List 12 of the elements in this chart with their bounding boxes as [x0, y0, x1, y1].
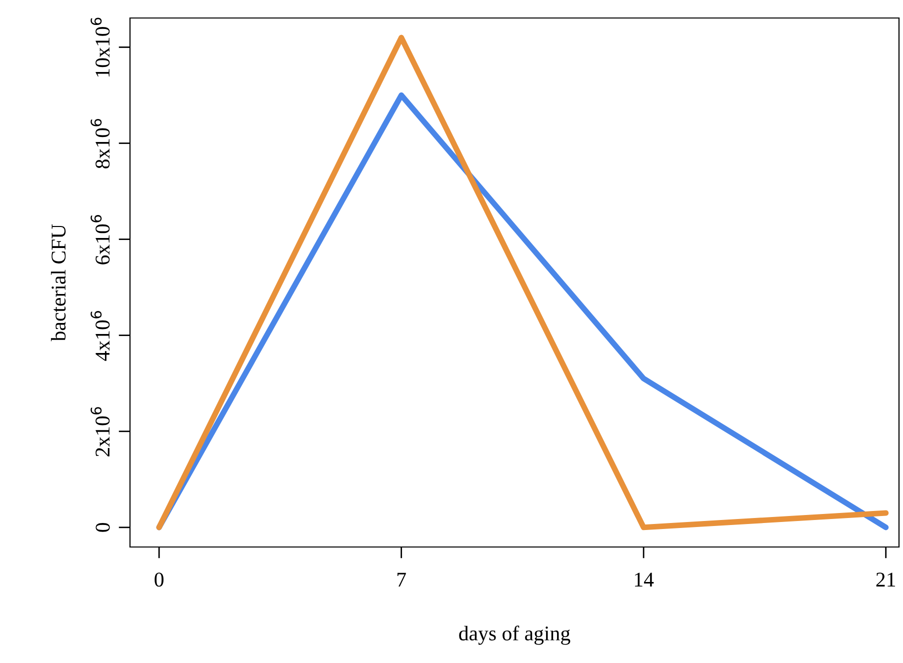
y-tick-label: 0: [96, 522, 110, 532]
y-tick-label: 4x10$^{6}$: [90, 311, 110, 361]
x-axis-title: days of aging: [459, 626, 570, 645]
y-tick-label: 8x10$^{6}$: [90, 118, 110, 168]
y-tick-label: 2x10$^{6}$: [90, 407, 110, 456]
y-tick-label: 10x10$^{6}$: [90, 18, 110, 77]
x-tick-label: 0: [154, 572, 164, 587]
x-tick-label: 14: [635, 572, 654, 586]
x-tick-label: 21: [876, 572, 896, 586]
y-axis-title: bacterial CFU: [50, 224, 66, 342]
x-tick-label: 7: [397, 572, 406, 586]
y-tick-label: 6x10$^{6}$: [90, 214, 110, 264]
